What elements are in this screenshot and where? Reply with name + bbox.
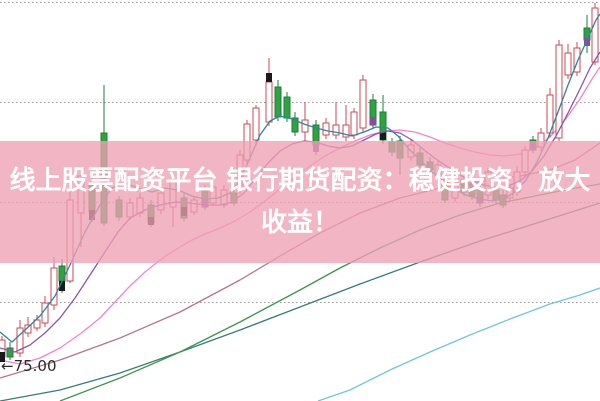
ad-banner-overlay: 线上股票配资平台 银行期货配资：稳健投资，放大 收益！ — [0, 141, 600, 263]
ma-cyan-slowest — [317, 287, 600, 401]
price-level-label: ←75.00 — [1, 357, 57, 375]
banner-text-line2: 收益！ — [260, 208, 339, 238]
banner-text-line1: 线上股票配资平台 银行期货配资：稳健投资，放大 — [9, 166, 591, 196]
